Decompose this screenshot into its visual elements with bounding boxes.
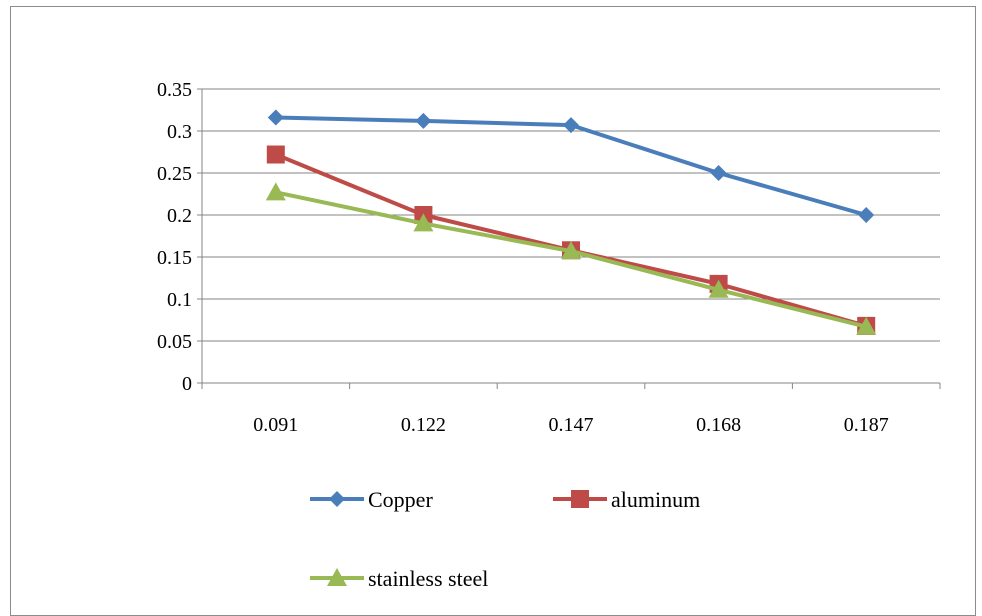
series-line <box>275 152 867 328</box>
legend-item: Copper <box>310 487 433 512</box>
data-point <box>856 316 877 335</box>
y-tick-label: 0 <box>182 373 192 395</box>
x-tick-label: 0.147 <box>549 414 594 436</box>
series-copper <box>267 109 875 223</box>
x-tick-label: 0.091 <box>253 414 298 436</box>
y-tick-label: 0.1 <box>167 289 192 311</box>
legend: Copper aluminum stainless steel <box>310 487 700 591</box>
y-tick-label: 0.35 <box>157 79 192 101</box>
legend-item: aluminum <box>553 487 700 512</box>
x-tick-labels: 0.091 0.122 0.147 0.168 0.187 <box>253 414 888 436</box>
legend-label: aluminum <box>611 487 700 512</box>
x-tick-label: 0.122 <box>401 414 446 436</box>
y-tick-label: 0.05 <box>157 331 192 353</box>
data-point <box>563 117 579 134</box>
legend-marker <box>327 568 347 586</box>
y-tick-label: 0.3 <box>167 121 192 143</box>
data-point <box>708 279 729 298</box>
x-tick-label: 0.168 <box>696 414 741 436</box>
series-stainless-steel <box>265 182 877 335</box>
x-tick-label: 0.187 <box>844 414 889 436</box>
legend-marker <box>571 490 589 508</box>
y-tick-label: 0.2 <box>167 205 192 227</box>
data-point <box>266 145 285 164</box>
data-point <box>858 207 875 223</box>
legend-marker <box>329 491 345 507</box>
data-point <box>267 109 284 126</box>
legend-label: stainless steel <box>368 566 488 591</box>
data-point <box>265 182 286 201</box>
axes <box>197 88 941 389</box>
y-tick-labels: 0 0.05 0.1 0.15 0.2 0.25 0.3 0.35 <box>157 79 192 395</box>
y-tick-label: 0.15 <box>157 247 192 269</box>
data-point <box>710 165 727 181</box>
data-point <box>561 241 581 260</box>
y-tick-label: 0.25 <box>157 163 192 185</box>
series-line <box>275 190 867 329</box>
series-layer <box>265 109 877 335</box>
data-point <box>413 213 434 232</box>
legend-item: stainless steel <box>310 566 488 591</box>
legend-label: Copper <box>368 487 433 512</box>
data-point <box>415 112 432 129</box>
